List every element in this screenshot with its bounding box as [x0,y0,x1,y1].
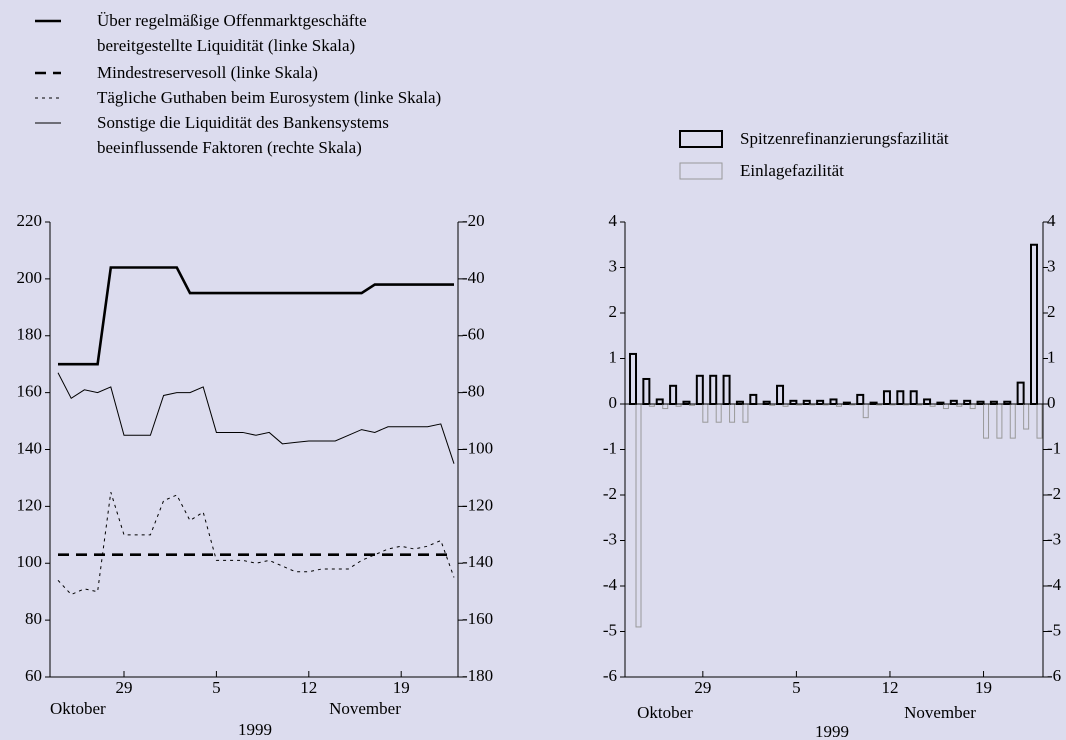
bar [722,374,731,406]
bar [695,374,704,406]
y-tick-label: -3 [603,529,617,548]
bar [909,390,918,406]
legend-label: Mindestreservesoll (linke Skala) [97,63,318,82]
bar [749,393,758,405]
y2-tick-label: -60 [462,325,485,344]
y2-tick-label: -80 [462,382,485,401]
bar [862,403,869,419]
bar [776,384,785,405]
bar [829,398,838,406]
y2-tick-label: 2 [1047,302,1056,321]
y2-tick-label: -40 [462,268,485,287]
legend-label: Tägliche Guthaben beim Eurosystem (linke… [97,88,442,107]
y-tick-label: -6 [603,666,617,685]
y-tick-label: 200 [17,268,43,287]
x-tick-label: 12 [881,678,898,697]
x-tick-label: 19 [393,678,410,697]
bar [729,403,736,423]
y2-tick-label: -160 [462,609,493,628]
legend-label: Einlagefazilität [740,161,844,180]
bar [1009,403,1016,439]
y2-tick-label: -3 [1047,529,1061,548]
legend-label: Über regelmäßige Offenmarktgeschäfte ber… [97,11,367,55]
bar [983,403,990,439]
y2-tick-label: 4 [1047,211,1056,230]
y2-tick-label: -140 [462,552,493,571]
x-tick-label: 12 [300,678,317,697]
y-tick-label: 1 [609,347,618,366]
y2-tick-label: -2 [1047,484,1061,503]
line-series [57,372,455,464]
x-tick-label: 29 [694,678,711,697]
line-series [57,492,455,596]
bar [1016,381,1025,405]
y-tick-label: 4 [609,211,618,230]
y-tick-label: 3 [609,256,618,275]
y2-tick-label: 1 [1047,347,1056,366]
line-series [58,266,454,366]
y2-tick-label: 0 [1047,393,1056,412]
bar [896,390,905,406]
y-tick-label: 100 [17,552,43,571]
y-tick-label: 0 [609,393,618,412]
x-tick-label: 19 [975,678,992,697]
legend-swatch [679,162,723,180]
x-tick-label: 29 [116,678,133,697]
annotation: 1999 [815,722,849,740]
bar [742,403,749,423]
x-tick-label: 5 [792,678,801,697]
bar [1023,403,1030,430]
bar [1030,243,1038,405]
y-tick-label: 2 [609,302,618,321]
bar [996,403,1003,439]
bar [1036,403,1043,439]
bar [882,390,891,406]
bar [642,377,651,406]
bar [702,403,709,423]
y-tick-label: 180 [17,325,43,344]
y2-tick-label: -180 [462,666,493,685]
y2-tick-label: -5 [1047,620,1061,639]
bar [669,384,678,405]
legend-label: Sonstige die Liquidität des Bankensystem… [97,113,389,157]
y-tick-label: -1 [603,438,617,457]
annotation: November [904,703,976,722]
bar [923,398,932,406]
y2-tick-label: -6 [1047,666,1061,685]
y2-tick-label: -20 [462,211,485,230]
bar [635,403,642,628]
y-tick-label: 140 [17,438,43,457]
bar [709,374,718,406]
y-tick-label: 80 [25,609,42,628]
legend-label: Spitzenrefinanzierungsfazilität [740,129,949,148]
y-tick-label: 60 [25,666,42,685]
bar [629,352,637,406]
y-tick-label: -5 [603,620,617,639]
annotation: Oktober [50,699,106,718]
y2-tick-label: -120 [462,495,493,514]
annotation: 1999 [238,720,272,739]
y-tick-label: 220 [17,211,43,230]
bar [856,393,865,405]
legend-swatch [679,130,723,148]
y-tick-label: -2 [603,484,617,503]
y2-tick-label: -1 [1047,438,1061,457]
y-tick-label: -4 [603,575,618,594]
y-tick-label: 160 [17,382,43,401]
x-tick-label: 5 [212,678,221,697]
y2-tick-label: -4 [1047,575,1062,594]
y-tick-label: 120 [17,495,43,514]
annotation: Oktober [637,703,693,722]
annotation: November [329,699,401,718]
y2-tick-label: 3 [1047,256,1056,275]
bar [655,398,664,406]
bar [715,403,722,423]
y2-tick-label: -100 [462,438,493,457]
